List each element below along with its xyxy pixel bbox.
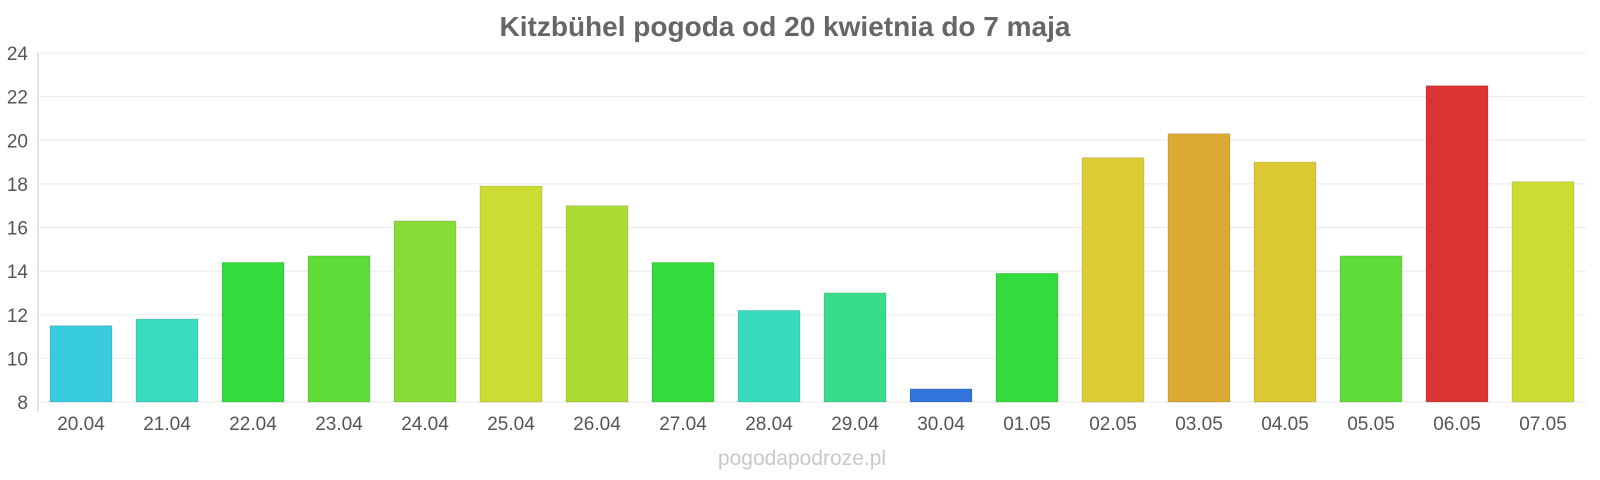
x-tick-label: 07.05 [1519, 414, 1567, 435]
x-tick-label: 05.05 [1347, 414, 1395, 435]
x-tick-label: 26.04 [573, 414, 621, 435]
bar-30.04 [909, 388, 973, 403]
bar-22.04 [221, 261, 285, 403]
x-tick-label: 28.04 [745, 414, 793, 435]
y-tick-label: 24 [7, 44, 29, 65]
bar-25.04 [479, 185, 543, 403]
labels-layer: 8 10 12 14 16 18 20 22 24 20.04 21.04 22.04 23.04 24.… [7, 44, 1567, 435]
x-tick-label: 20.04 [57, 414, 105, 435]
bar-26.04 [565, 205, 629, 403]
x-tick-label: 04.05 [1261, 414, 1309, 435]
bar-24.04 [393, 220, 457, 403]
watermark: pogodapodroze.pl [718, 447, 886, 470]
y-tick-label: 10 [7, 349, 28, 370]
bar-23.04 [307, 255, 371, 403]
grid-layer [37, 52, 1586, 412]
y-tick-label: 14 [7, 262, 29, 283]
y-tick-label: 20 [7, 131, 28, 152]
x-tick-label: 22.04 [229, 414, 277, 435]
x-tick-label: 30.04 [917, 414, 965, 435]
bar-06.05 [1425, 85, 1489, 403]
x-tick-label: 23.04 [315, 414, 363, 435]
bar-27.04 [651, 261, 715, 403]
bar-05.05 [1339, 255, 1403, 403]
y-tick-label: 8 [17, 393, 28, 414]
x-tick-label: 02.05 [1089, 414, 1137, 435]
y-tick-label: 12 [7, 306, 28, 327]
y-tick-label: 22 [7, 88, 28, 109]
bar-04.05 [1253, 161, 1317, 403]
bar-01.05 [995, 272, 1059, 403]
bar-20.04 [49, 325, 113, 403]
bars-layer [49, 85, 1575, 403]
x-tick-label: 03.05 [1175, 414, 1223, 435]
bar-02.05 [1081, 157, 1145, 403]
x-tick-label: 24.04 [401, 414, 449, 435]
x-tick-label: 25.04 [487, 414, 535, 435]
x-tick-label: 06.05 [1433, 414, 1481, 435]
y-tick-label: 18 [7, 175, 28, 196]
chart-title: Kitzbühel pogoda od 20 kwietnia do 7 maj… [500, 11, 1071, 42]
bar-03.05 [1167, 133, 1231, 403]
x-tick-label: 27.04 [659, 414, 707, 435]
x-tick-label: 01.05 [1003, 414, 1051, 435]
bar-07.05 [1511, 181, 1575, 403]
x-tick-label: 21.04 [143, 414, 191, 435]
bar-21.04 [135, 318, 199, 403]
bar-28.04 [737, 309, 801, 403]
x-tick-label: 29.04 [831, 414, 879, 435]
bar-29.04 [823, 292, 887, 403]
y-tick-label: 16 [7, 219, 28, 240]
